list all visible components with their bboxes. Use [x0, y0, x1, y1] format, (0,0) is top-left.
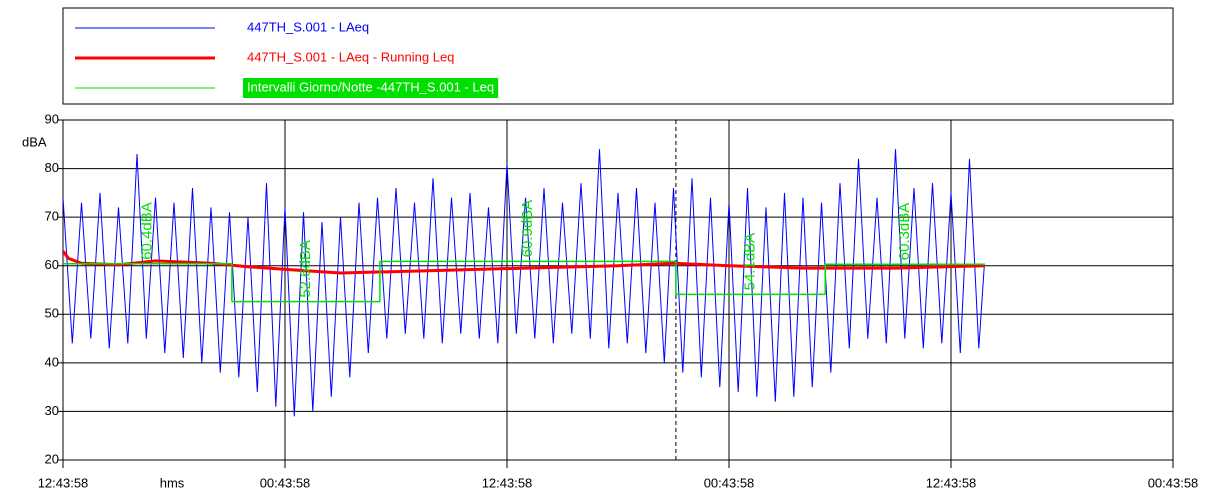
- legend-box: [62, 7, 1174, 105]
- interval-label: 54.1dBA: [742, 233, 759, 291]
- x-tick-label: 00:43:58: [1148, 475, 1199, 490]
- y-tick-label: 40: [45, 354, 59, 369]
- interval-label: 60.9dBA: [519, 200, 536, 258]
- legend-highlight: [243, 78, 499, 98]
- y-tick-label: 30: [45, 403, 59, 418]
- y-tick-label: 90: [45, 111, 59, 126]
- y-tick-label: 70: [45, 209, 59, 224]
- y-tick-label: 60: [45, 257, 59, 272]
- interval-label: 52.6dBA: [297, 240, 314, 298]
- x-axis-label: hms: [160, 475, 185, 490]
- legend-label: 447TH_S.001 - LAeq - Running Leq: [247, 49, 454, 64]
- plot-area: [62, 119, 1174, 461]
- y-tick-label: 80: [45, 160, 59, 175]
- interval-label: 60.4dBA: [138, 202, 155, 260]
- x-tick-label: 00:43:58: [260, 475, 311, 490]
- x-tick-label: 12:43:58: [38, 475, 89, 490]
- legend-label: 447TH_S.001 - LAeq: [247, 19, 369, 34]
- x-tick-label: 12:43:58: [926, 475, 977, 490]
- interval-label: 60.3dBA: [896, 203, 913, 261]
- y-tick-label: 20: [45, 451, 59, 466]
- x-tick-label: 00:43:58: [704, 475, 755, 490]
- y-axis-label: dBA: [22, 134, 47, 149]
- legend-label: Intervalli Giorno/Notte -447TH_S.001 - L…: [247, 79, 494, 94]
- y-tick-label: 50: [45, 306, 59, 321]
- x-tick-label: 12:43:58: [482, 475, 533, 490]
- series-line: [62, 149, 985, 417]
